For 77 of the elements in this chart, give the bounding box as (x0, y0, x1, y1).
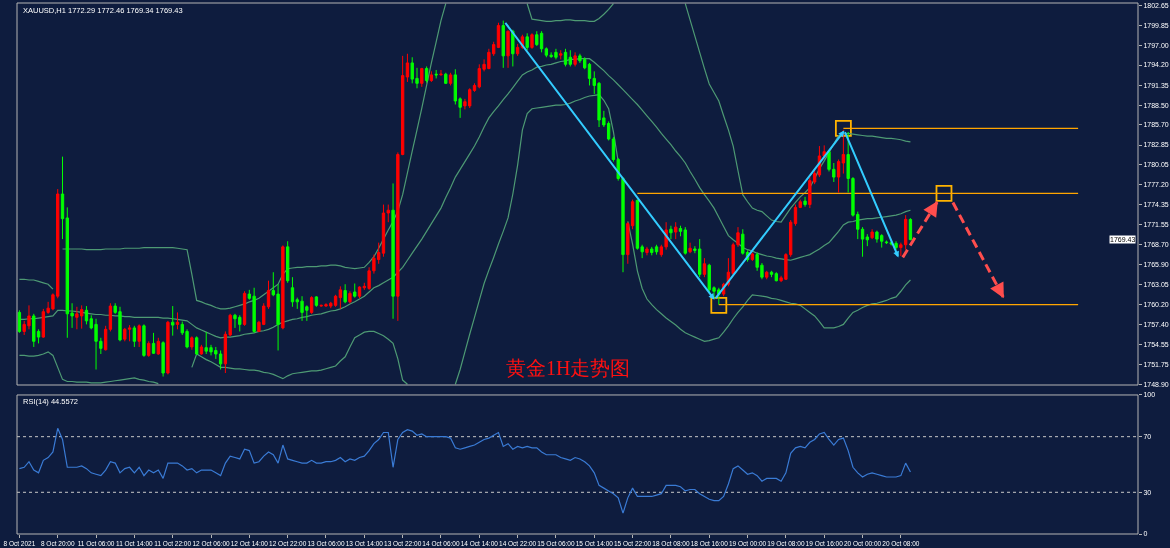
candlestick (137, 323, 141, 348)
candlestick (309, 295, 314, 315)
candlestick (515, 43, 520, 57)
candlestick (568, 49, 572, 67)
candlestick (674, 221, 678, 240)
candlestick (836, 158, 841, 194)
candlestick (683, 226, 687, 256)
candlestick (357, 285, 362, 299)
candlestick (894, 240, 898, 251)
candlestick (803, 196, 807, 208)
candlestick (769, 271, 774, 278)
candlestick (290, 276, 295, 308)
candlestick (32, 313, 36, 348)
candlestick (573, 51, 577, 67)
candlestick (501, 20, 505, 69)
candlestick (525, 32, 529, 51)
candlestick (559, 49, 563, 60)
candlestick (496, 22, 501, 49)
candlestick (563, 48, 568, 67)
candlestick (420, 67, 424, 88)
candlestick (171, 305, 175, 337)
point (935, 184, 953, 202)
candlestick (286, 240, 290, 284)
candlestick (127, 324, 132, 342)
candlestick (511, 29, 515, 67)
candlestick (539, 30, 544, 53)
candlestick (132, 325, 137, 348)
candlestick (702, 257, 707, 278)
candlestick (194, 335, 199, 356)
candlestick (314, 295, 319, 308)
candlestick (348, 290, 352, 304)
candlestick (774, 271, 778, 282)
candlestick (142, 323, 146, 358)
candlestick (448, 72, 453, 86)
candlestick (654, 244, 659, 256)
candlestick (391, 182, 395, 320)
candlestick (424, 65, 429, 84)
candlestick (161, 340, 165, 378)
candlestick (669, 225, 673, 240)
candlestick (166, 320, 170, 375)
candlestick (439, 69, 443, 77)
candlestick (530, 32, 534, 50)
candlestick (697, 238, 702, 278)
annotation: 黄金1H走势图 (506, 357, 631, 379)
line-series (18, 58, 912, 339)
candlestick (108, 302, 113, 332)
candlestick (338, 285, 343, 310)
candlestick (17, 309, 22, 334)
candlestick (750, 252, 755, 262)
candlestick (645, 246, 649, 256)
candlestick (84, 305, 89, 325)
candlestick (343, 283, 347, 304)
candlestick (544, 46, 549, 58)
candlestick (123, 327, 127, 342)
candlestick (870, 228, 874, 240)
point (710, 296, 728, 314)
candlestick (218, 349, 223, 370)
candlestick (353, 283, 357, 299)
candlestick (865, 233, 869, 247)
candlestick (650, 246, 654, 256)
candlestick (147, 340, 151, 358)
candlestick (281, 244, 285, 330)
candlestick (190, 335, 194, 351)
candlestick (688, 242, 692, 254)
candlestick (429, 70, 434, 83)
candlestick (175, 311, 180, 330)
line-series (18, 427, 912, 514)
candlestick (151, 332, 156, 355)
candlestick (506, 29, 510, 69)
candlestick (765, 270, 769, 280)
candlestick (405, 53, 410, 83)
candlestick (156, 337, 160, 356)
candlestick (434, 69, 438, 79)
candlestick (242, 290, 247, 327)
candlestick (252, 287, 256, 334)
candlestick (199, 344, 204, 356)
candlestick (444, 72, 448, 85)
